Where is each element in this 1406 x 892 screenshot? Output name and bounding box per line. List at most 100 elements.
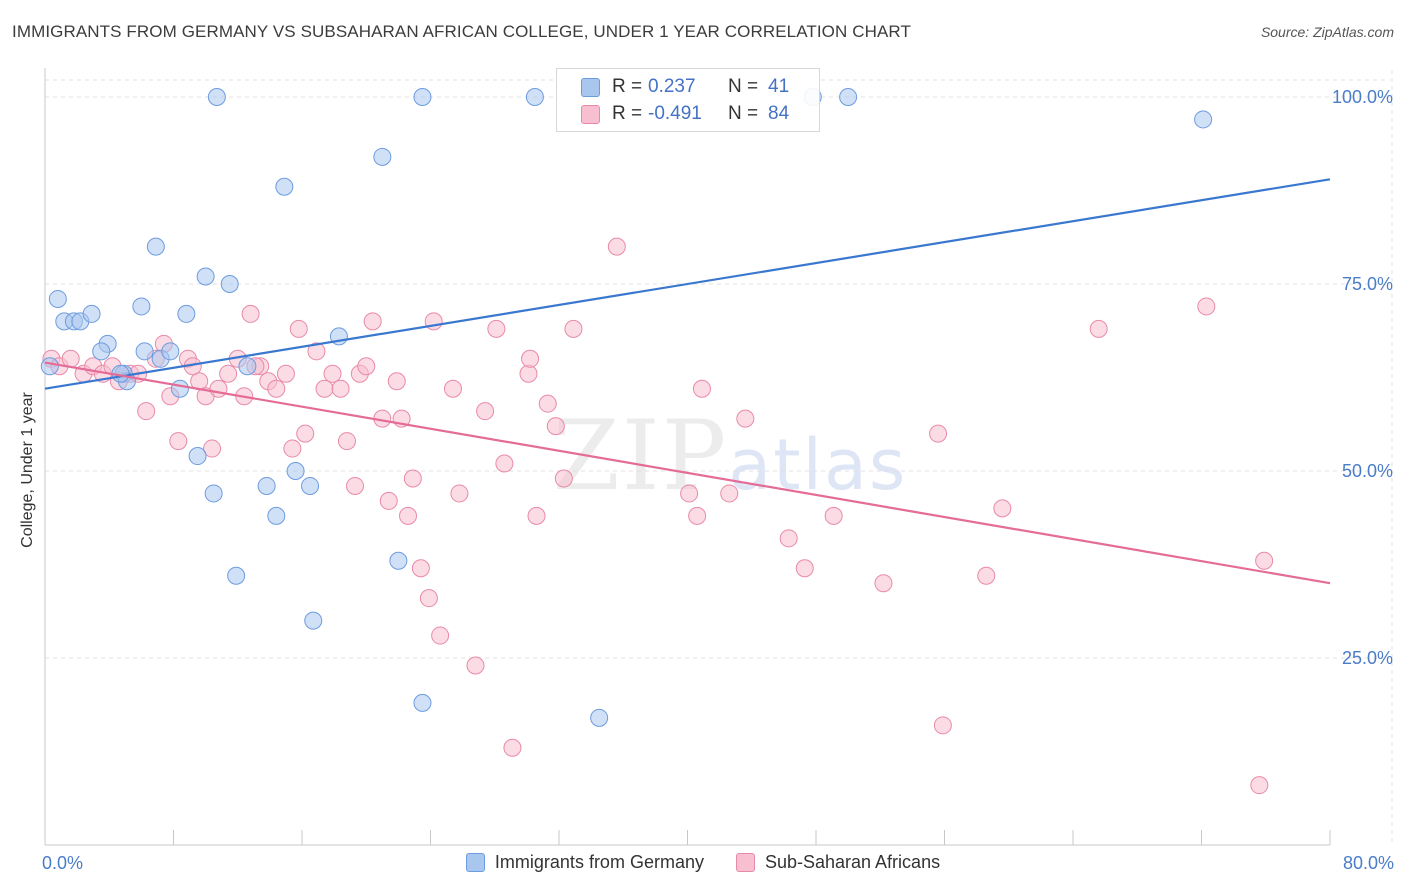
axes [44,68,1331,846]
point-subsaharan [554,469,573,488]
point-subsaharan [403,469,422,488]
point-germany [839,88,858,106]
point-subsaharan [607,237,626,256]
point-subsaharan [538,394,557,413]
point-germany [389,551,408,570]
point-germany [146,237,165,256]
point-subsaharan [487,319,506,338]
series-label-subsaharan: Sub-Saharan Africans [764,852,941,872]
source-label: Source: ZipAtlas.com [1260,24,1394,40]
point-germany [196,267,215,286]
point-subsaharan [346,476,365,495]
legend-row-subsaharan: R = -0.491 N = 84 [581,101,789,127]
point-subsaharan [337,432,356,451]
legend-n-label: N = [728,76,759,97]
legend-n-value: 84 [768,103,790,124]
point-subsaharan [824,506,843,525]
point-germany [161,342,180,361]
point-germany [525,88,544,106]
gridlines [45,70,1393,845]
point-subsaharan [289,319,308,338]
point-germany [132,297,151,316]
point-subsaharan [431,626,450,645]
point-germany [207,88,226,106]
data-points [40,88,1274,795]
point-subsaharan [720,484,739,503]
point-germany [227,566,246,585]
series-swatch-pink [735,853,755,872]
point-subsaharan [1255,551,1274,570]
point-subsaharan [411,559,430,578]
point-germany [220,275,239,293]
point-germany [1194,110,1213,129]
series-legend: Immigrants from Germany Sub-Saharan Afri… [0,852,1406,873]
point-germany [92,342,111,361]
point-subsaharan [241,304,260,323]
series-swatch-blue [465,853,485,872]
point-germany [170,379,189,398]
point-subsaharan [1250,776,1269,795]
point-subsaharan [503,738,522,757]
point-germany [177,304,196,323]
point-subsaharan [331,379,350,398]
point-subsaharan [323,364,342,383]
point-subsaharan [779,529,798,548]
point-subsaharan [795,559,814,578]
point-germany [373,147,392,166]
point-germany [82,304,101,323]
y-tick-label: 100.0% [1332,87,1393,107]
x-axis-max-label: 80.0% [1342,853,1394,873]
legend-n-value: 41 [768,76,790,97]
point-subsaharan [203,439,222,458]
point-subsaharan [357,357,376,376]
point-germany [257,476,276,495]
point-subsaharan [546,417,565,436]
y-tick-labels: 100.0% 75.0% 50.0% 25.0% [1332,87,1393,668]
trend-line-germany [44,178,1331,390]
trend-line-subsaharan [44,361,1331,585]
point-subsaharan [495,454,514,473]
point-germany [204,484,223,503]
point-subsaharan [564,319,583,338]
point-germany [304,611,323,630]
point-germany [413,88,432,106]
point-subsaharan [61,349,80,368]
point-germany [590,708,609,727]
y-tick-label: 50.0% [1342,461,1393,481]
legend-row-germany: R = 0.237 N = 41 [581,74,789,100]
point-germany [301,476,320,495]
point-subsaharan [219,364,238,383]
point-germany [48,289,67,308]
point-germany [413,693,432,712]
point-subsaharan [466,656,485,675]
point-subsaharan [137,402,156,421]
point-subsaharan [379,491,398,510]
point-subsaharan [169,432,188,451]
series-legend-subsaharan: Sub-Saharan Africans [735,852,941,873]
point-germany [275,177,294,196]
legend-r-label: R = [612,103,643,124]
legend-r-value: 0.237 [648,76,696,97]
y-tick-label: 75.0% [1342,274,1393,294]
point-germany [267,506,286,525]
legend-swatch-blue [581,77,600,97]
point-germany [286,462,305,480]
point-germany [135,342,154,361]
point-germany [188,447,207,466]
point-subsaharan [443,379,462,398]
point-subsaharan [692,379,711,398]
point-subsaharan [209,379,228,398]
point-germany [40,357,59,376]
trend-lines [44,178,1331,585]
watermark-atlas: atlas [728,424,908,506]
point-germany [238,357,257,376]
point-subsaharan [476,402,495,421]
point-subsaharan [283,439,302,458]
point-subsaharan [929,424,948,443]
point-subsaharan [296,424,315,443]
point-subsaharan [363,312,382,331]
point-subsaharan [267,379,286,398]
point-subsaharan [1089,319,1108,338]
point-subsaharan [315,379,334,398]
